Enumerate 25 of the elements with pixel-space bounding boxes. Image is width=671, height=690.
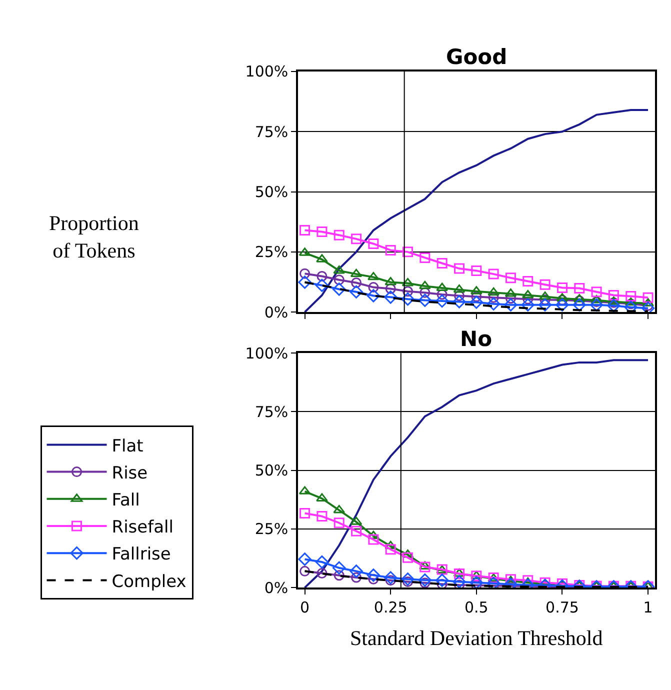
- y-tick-label: 100%: [245, 344, 288, 362]
- y-tick-label: 50%: [254, 462, 288, 480]
- x-tick-label: 0.25: [374, 598, 408, 616]
- y-tick-label: 75%: [254, 402, 288, 421]
- y-tick-label: 0%: [264, 303, 288, 322]
- legend-label: Complex: [112, 572, 186, 592]
- x-tick-label: 0.5: [464, 598, 488, 616]
- legend-label: Flat: [112, 436, 144, 456]
- legend-label: Rise: [112, 463, 148, 484]
- legend-label: Fall: [112, 490, 140, 511]
- y-tick-label: 25%: [254, 243, 288, 262]
- chart-title: No: [460, 327, 492, 351]
- x-tick-label: 0: [300, 598, 310, 616]
- chart-title: Good: [446, 45, 508, 69]
- y-tick-label: 25%: [254, 520, 288, 538]
- y-tick-label: 75%: [254, 122, 288, 141]
- x-tick-label: 1: [643, 598, 653, 616]
- y-tick-label: 0%: [264, 578, 288, 597]
- legend-label: Risefall: [112, 518, 174, 538]
- y-tick-label: 100%: [245, 62, 288, 81]
- x-axis-title: Standard Deviation Threshold: [350, 626, 604, 650]
- legend-label: Fallrise: [112, 544, 171, 565]
- y-axis-title: Proportion of Tokens: [49, 211, 140, 262]
- y-tick-label: 50%: [254, 183, 288, 202]
- x-tick-label: 0.75: [546, 598, 579, 616]
